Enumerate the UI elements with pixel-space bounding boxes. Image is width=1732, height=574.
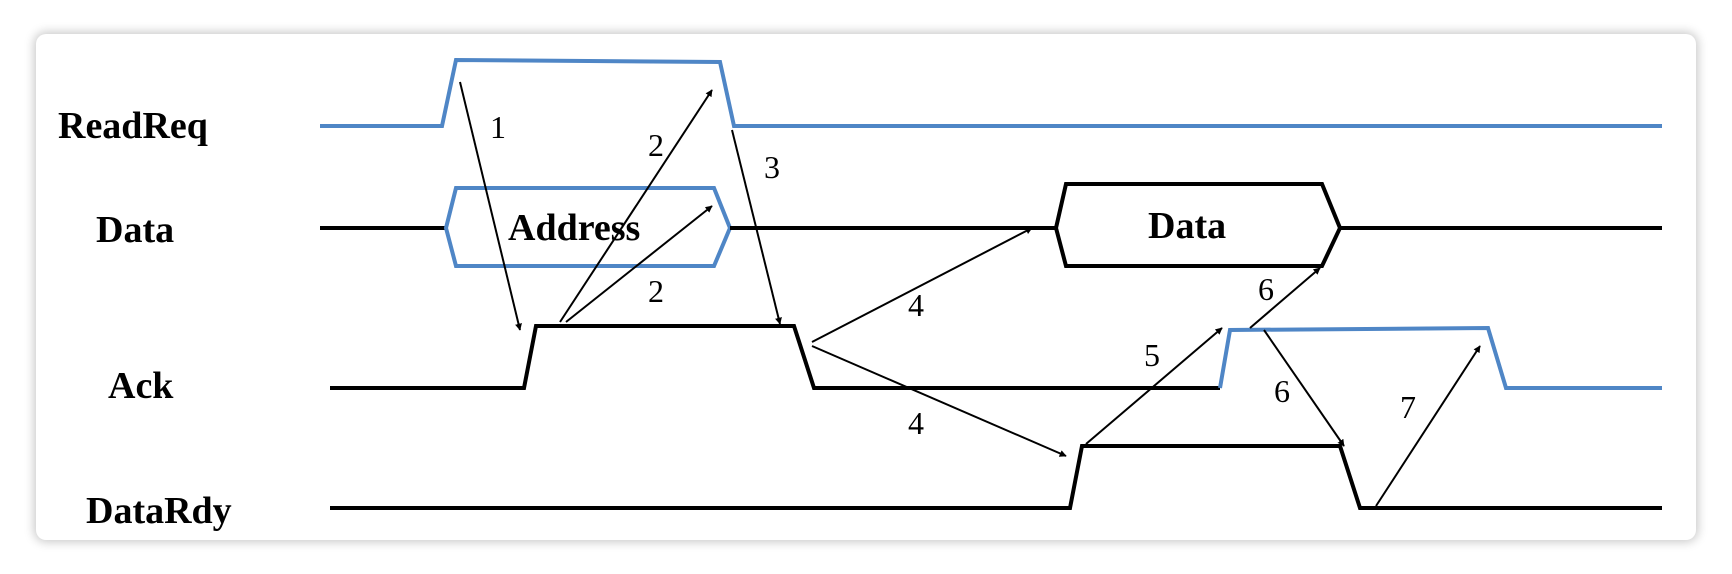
bus-value-address: Address bbox=[508, 207, 640, 249]
datardy-waveform bbox=[330, 444, 1662, 510]
step-label-5: 5 bbox=[1144, 337, 1160, 373]
step-label-6-upper: 6 bbox=[1258, 271, 1274, 307]
step-label-3: 3 bbox=[764, 149, 780, 185]
arrow-2-address bbox=[565, 205, 713, 323]
address-bus-segment bbox=[443, 186, 733, 268]
step-label-4-upper: 4 bbox=[908, 287, 924, 323]
signal-label-datardy: DataRdy bbox=[86, 490, 232, 532]
step-label-1: 1 bbox=[490, 109, 506, 145]
signal-label-readreq: ReadReq bbox=[58, 105, 208, 147]
arrow-4-datardy bbox=[811, 345, 1067, 457]
arrow-7 bbox=[1375, 345, 1481, 507]
signal-label-data: Data bbox=[96, 209, 174, 251]
arrow-2-readreq bbox=[559, 89, 713, 323]
ack-waveform-first bbox=[330, 324, 1220, 390]
arrow-6-datardy bbox=[1263, 329, 1345, 447]
step-label-7: 7 bbox=[1400, 389, 1416, 425]
data-bus-segment bbox=[1053, 182, 1343, 268]
step-label-2-upper: 2 bbox=[648, 127, 664, 163]
ack-waveform-second bbox=[1218, 325, 1662, 390]
readreq-waveform bbox=[320, 57, 1662, 128]
step-label-2-lower: 2 bbox=[648, 273, 664, 309]
diagram-frame bbox=[36, 34, 1696, 540]
signal-label-ack: Ack bbox=[108, 365, 174, 407]
arrow-3 bbox=[731, 129, 782, 325]
arrow-4-data bbox=[811, 227, 1033, 343]
arrow-1 bbox=[459, 81, 522, 331]
step-label-4-lower: 4 bbox=[908, 405, 924, 441]
arrow-5 bbox=[1085, 327, 1223, 445]
arrow-6-data bbox=[1249, 267, 1321, 329]
bus-value-data: Data bbox=[1148, 205, 1226, 247]
step-label-6-lower: 6 bbox=[1274, 373, 1290, 409]
